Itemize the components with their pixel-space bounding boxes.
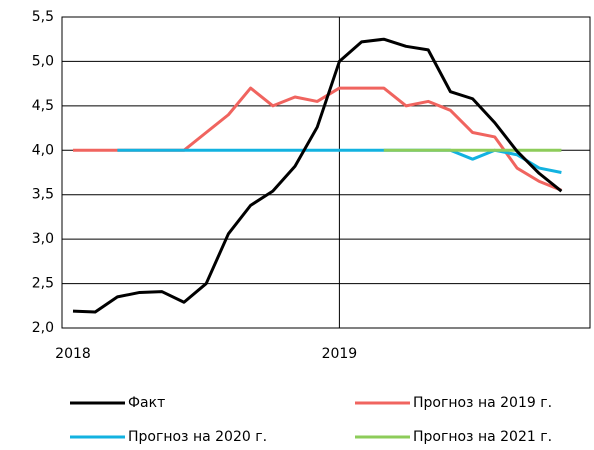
y-tick-label: 2,5 [32,276,54,292]
legend-label: Прогноз на 2020 г. [128,429,267,445]
legend-label: Прогноз на 2021 г. [413,429,552,445]
y-tick-label: 4,0 [32,142,54,158]
y-tick-label: 3,0 [32,231,54,247]
y-tick-label: 2,0 [32,320,54,336]
y-tick-label: 5,5 [32,9,54,25]
series-line [72,37,563,314]
series-line [73,86,562,192]
series-line [117,148,562,174]
x-tick-label: 2019 [322,346,358,362]
legend-label: Прогноз на 2019 г. [413,395,552,411]
y-tick-label: 5,0 [32,53,54,69]
y-tick-label: 3,5 [32,187,54,203]
legend-label: Факт [128,395,165,411]
plot-frame [61,16,591,329]
x-tick-label: 2018 [55,346,91,362]
y-tick-label: 4,5 [32,98,54,114]
